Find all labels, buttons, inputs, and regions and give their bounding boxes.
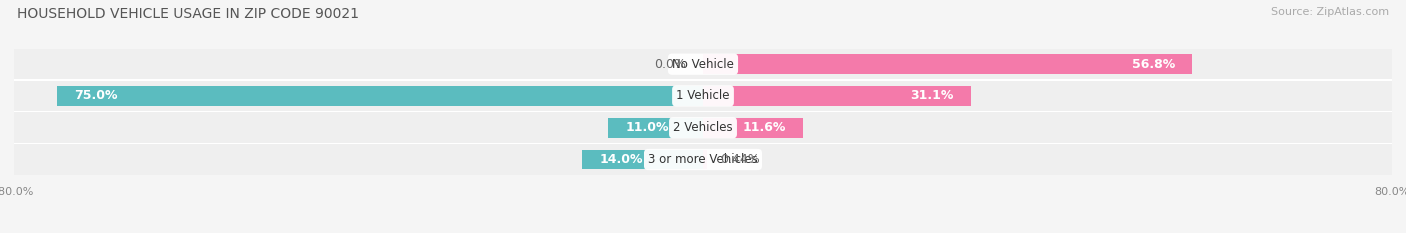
Bar [703, 54, 1192, 74]
Text: 14.0%: 14.0% [599, 153, 643, 166]
Bar [14, 81, 1392, 111]
Text: 31.1%: 31.1% [910, 89, 953, 103]
Text: HOUSEHOLD VEHICLE USAGE IN ZIP CODE 90021: HOUSEHOLD VEHICLE USAGE IN ZIP CODE 9002… [17, 7, 359, 21]
Text: 11.0%: 11.0% [626, 121, 669, 134]
Bar [14, 49, 1392, 79]
Bar [703, 86, 970, 106]
Text: 75.0%: 75.0% [75, 89, 118, 103]
Text: 0.44%: 0.44% [720, 153, 759, 166]
Text: 56.8%: 56.8% [1132, 58, 1175, 71]
Bar [703, 118, 803, 137]
Text: 0.0%: 0.0% [654, 58, 686, 71]
Text: 2 Vehicles: 2 Vehicles [673, 121, 733, 134]
Text: 11.6%: 11.6% [742, 121, 786, 134]
Bar [14, 144, 1392, 175]
Bar [582, 150, 703, 169]
Bar [609, 118, 703, 137]
Bar [58, 86, 703, 106]
Text: Source: ZipAtlas.com: Source: ZipAtlas.com [1271, 7, 1389, 17]
Text: No Vehicle: No Vehicle [672, 58, 734, 71]
Text: 1 Vehicle: 1 Vehicle [676, 89, 730, 103]
Bar [14, 113, 1392, 143]
Text: 3 or more Vehicles: 3 or more Vehicles [648, 153, 758, 166]
Bar [703, 150, 707, 169]
